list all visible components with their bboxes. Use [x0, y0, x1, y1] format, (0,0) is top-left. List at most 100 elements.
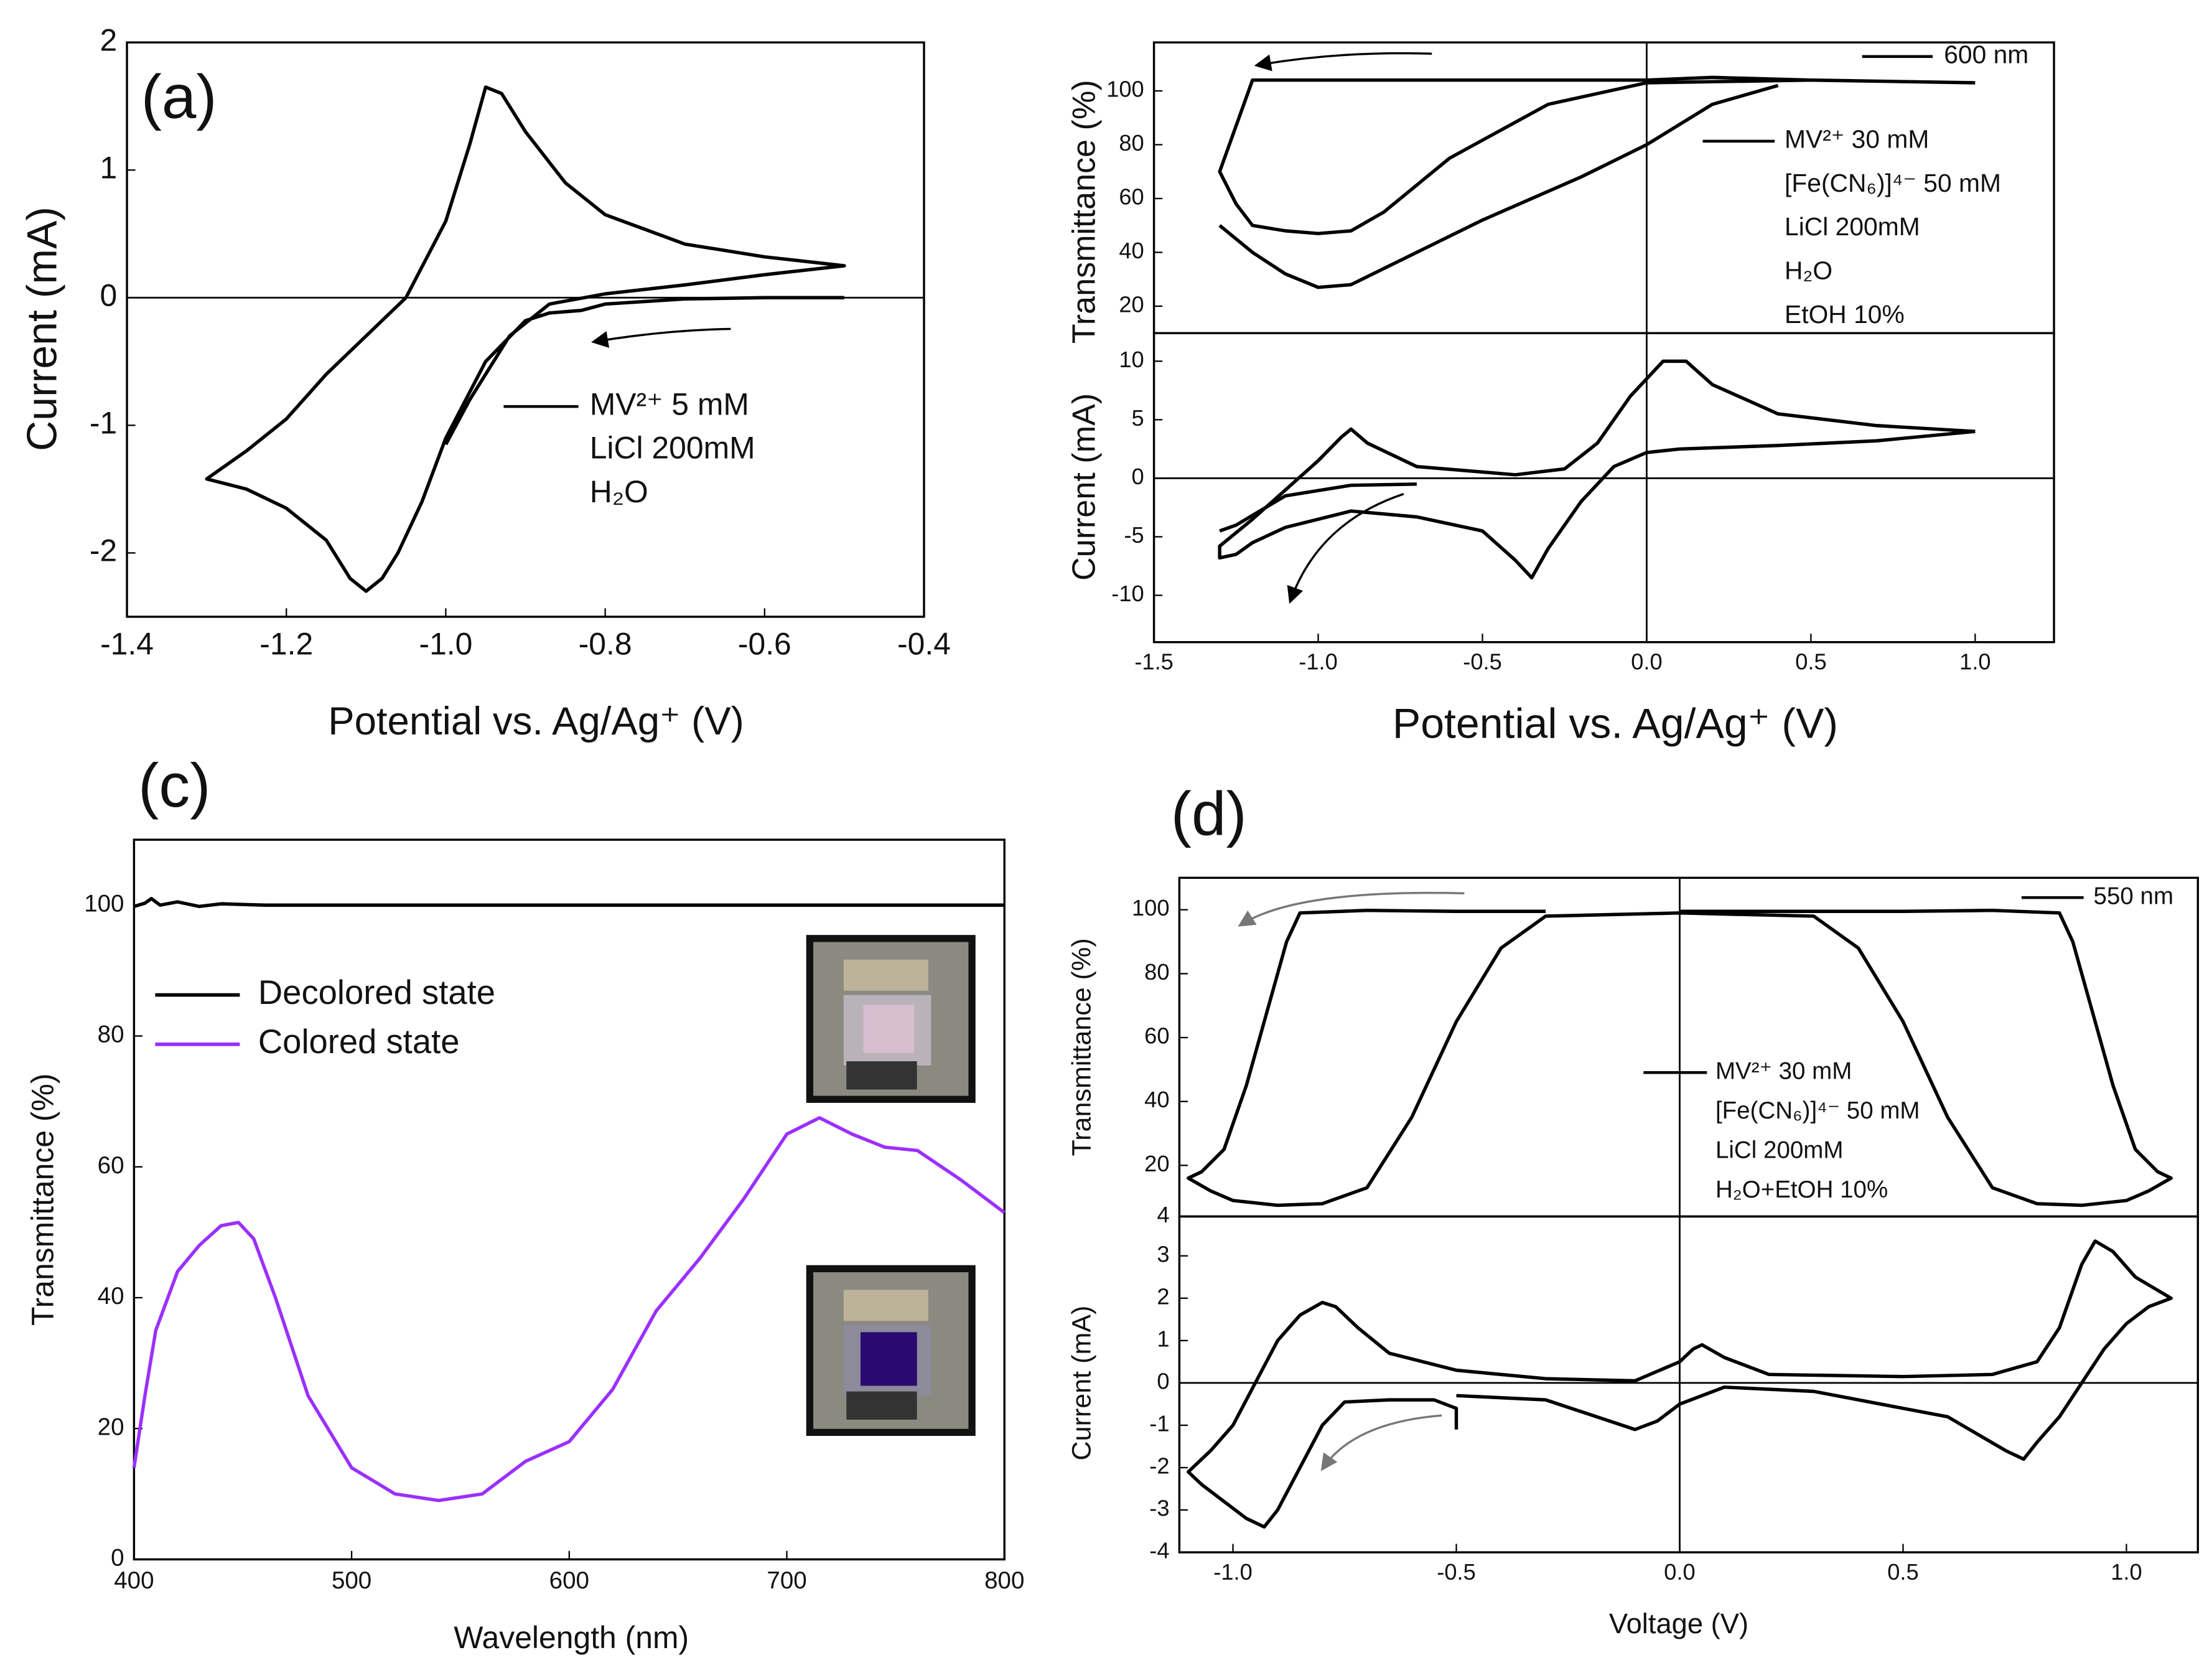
annotation: LiCl 200mM — [590, 431, 755, 466]
annotation: [Fe(CN₆)]⁴⁻ 50 mM — [1715, 1097, 1920, 1124]
x-tick-label: -0.5 — [1463, 649, 1501, 675]
data-line — [133, 897, 1005, 909]
x-axis-label: Wavelength (nm) — [454, 1620, 689, 1655]
y-tick-label: 60 — [98, 1152, 124, 1179]
y-tick-label: 20 — [1119, 292, 1144, 317]
x-tick-label: -0.8 — [579, 626, 632, 661]
y-axis-label: Current (mA) — [1067, 1306, 1097, 1461]
annotation: H₂O+EtOH 10% — [1715, 1176, 1888, 1203]
data-line — [1218, 359, 1976, 580]
annotation: MV²⁺ 30 mM — [1785, 125, 1929, 154]
y-tick-label: 80 — [98, 1021, 124, 1048]
y-tick-label: 80 — [1144, 959, 1169, 985]
plot-frame — [126, 41, 925, 618]
x-tick-label: 0.5 — [1887, 1559, 1918, 1585]
y-tick-label: 100 — [84, 890, 124, 917]
y-tick-label: 0 — [1157, 1368, 1169, 1394]
y-tick-label: 3 — [1157, 1241, 1169, 1267]
x-axis-label: Voltage (V) — [1609, 1608, 1748, 1639]
y-tick-label: 10 — [1119, 347, 1144, 372]
x-tick-label: -0.6 — [738, 626, 791, 661]
data-line — [1187, 908, 2173, 1207]
data-line — [132, 1116, 1006, 1502]
x-tick-label: -1.5 — [1134, 649, 1174, 675]
x-tick-label: 0.5 — [1795, 649, 1826, 675]
y-tick-label: 40 — [1144, 1087, 1169, 1112]
x-tick-label: -1.4 — [100, 626, 154, 661]
y-tick-label: -3 — [1149, 1496, 1169, 1521]
x-tick-label: 1.0 — [2111, 1559, 2142, 1585]
inset-photo — [806, 1265, 976, 1437]
y-tick-label: 0 — [111, 1545, 124, 1572]
y-axis-label: Current (mA) — [1066, 393, 1103, 581]
annotation: EtOH 10% — [1785, 300, 1905, 329]
arrow — [591, 327, 731, 348]
y-tick-label: 2 — [1157, 1283, 1169, 1309]
x-tick-label: -0.4 — [897, 626, 951, 661]
x-axis-label: Potential vs. Ag/Ag⁺ (V) — [328, 700, 744, 743]
x-tick-label: -1.0 — [1213, 1559, 1253, 1585]
panel-label: (c) — [138, 751, 210, 820]
inset-photo — [806, 935, 976, 1103]
x-tick-label: 700 — [767, 1567, 806, 1594]
x-tick-label: -1.0 — [1299, 649, 1338, 675]
arrow — [1287, 493, 1404, 604]
annotation: LiCl 200mM — [1715, 1137, 1844, 1163]
y-tick-label: 60 — [1144, 1023, 1169, 1049]
y-axis-label: Transmittance (%) — [1066, 80, 1103, 344]
annotation: LiCl 200mM — [1785, 212, 1920, 241]
data-line — [1218, 75, 1976, 235]
data-line — [1219, 482, 1417, 533]
plot-frame — [1178, 876, 2200, 1218]
data-line — [1187, 1239, 2173, 1529]
annotation: H₂O — [590, 474, 648, 509]
legend-label: Decolored state — [258, 973, 495, 1011]
y-tick-label: -5 — [1124, 522, 1144, 548]
arrows — [591, 52, 1465, 1471]
x-axis-label: Potential vs. Ag/Ag⁺ (V) — [1393, 700, 1838, 748]
x-tick-label: -1.2 — [259, 626, 313, 661]
y-tick-label: -4 — [1149, 1538, 1169, 1563]
plot-frame — [1152, 332, 2055, 644]
annotation: 600 nm — [1944, 40, 2028, 69]
legend-label: Colored state — [258, 1023, 460, 1061]
x-tick-label: 0.0 — [1664, 1559, 1695, 1585]
y-tick-label: -1 — [90, 405, 117, 440]
arrow — [1238, 891, 1465, 927]
annotation: MV²⁺ 5 mM — [590, 387, 749, 421]
data-line — [1218, 83, 1779, 289]
y-tick-label: 5 — [1132, 405, 1144, 431]
y-tick-label: 20 — [1144, 1151, 1169, 1176]
y-tick-label: -1 — [1149, 1411, 1169, 1437]
panel-label: (d) — [1171, 779, 1247, 848]
x-tick-label: 800 — [984, 1567, 1024, 1594]
arrow — [1320, 1414, 1442, 1471]
y-tick-label: -2 — [1149, 1453, 1169, 1479]
y-tick-label: -2 — [90, 533, 117, 568]
y-tick-label: 80 — [1119, 130, 1144, 156]
annotation: [Fe(CN₆)]⁴⁻ 50 mM — [1785, 169, 2001, 197]
data-line — [205, 85, 846, 593]
x-tick-label: 500 — [332, 1567, 371, 1594]
y-tick-label: 0 — [100, 278, 117, 312]
y-tick-label: 1 — [1157, 1326, 1169, 1351]
panel-label: (a) — [141, 63, 217, 132]
y-tick-label: 0 — [1132, 464, 1144, 489]
annotation: 550 nm — [2094, 883, 2174, 909]
y-tick-label: 40 — [1119, 238, 1144, 263]
y-tick-label: 20 — [98, 1413, 124, 1440]
y-axis-label: Current (mA) — [19, 207, 66, 451]
y-tick-label: 100 — [1106, 77, 1144, 102]
y-tick-label: 40 — [98, 1283, 124, 1310]
x-tick-label: 400 — [114, 1567, 154, 1594]
y-tick-label: 4 — [1157, 1202, 1169, 1227]
y-tick-label: 60 — [1119, 184, 1144, 210]
x-tick-label: -1.0 — [419, 626, 472, 661]
y-axis-label: Transmittance (%) — [26, 1074, 60, 1326]
y-axis-label: Transmittance (%) — [1067, 938, 1097, 1156]
y-tick-label: 1 — [100, 150, 117, 185]
annotation: MV²⁺ 30 mM — [1715, 1057, 1852, 1084]
y-tick-label: 100 — [1132, 895, 1170, 921]
y-tick-label: -10 — [1111, 581, 1144, 606]
